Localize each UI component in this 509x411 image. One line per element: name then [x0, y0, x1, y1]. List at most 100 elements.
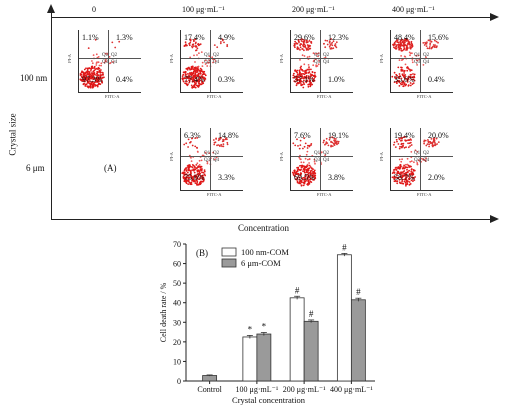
- x-axis-label: Crystal concentration: [232, 395, 306, 405]
- legend-swatch: [221, 247, 237, 257]
- quadrant-horizontal-gate: [181, 58, 243, 59]
- conc-label-400: 400 μg·mL⁻¹: [392, 5, 435, 14]
- quadrant-name-q4: Q4: [213, 60, 220, 65]
- flow-plot: Q1 Q2 Q3 Q4 FITC-A PI-A 19.4% 20.0% 58.7% 2.0%: [379, 128, 453, 197]
- quadrant-percent-q1: 1.1%: [82, 33, 99, 42]
- quadrant-name-q4: Q4: [423, 158, 430, 163]
- quadrant-name-q2: Q2: [323, 53, 330, 58]
- quadrant-name-q2: Q2: [323, 151, 330, 156]
- quadrant-percent-q3: 97.3%: [82, 75, 103, 84]
- conc-label-100: 100 μg·mL⁻¹: [182, 5, 225, 14]
- x-tick-label: Control: [197, 385, 222, 394]
- quadrant-name-q2: Q2: [213, 53, 220, 58]
- quadrant-percent-q4: 3.3%: [218, 173, 235, 182]
- x-axis-arrowhead: [490, 215, 499, 223]
- quadrant-vertical-gate: [420, 128, 421, 190]
- y-tick-label: 0: [177, 377, 181, 386]
- significance-mark: #: [309, 309, 314, 319]
- quadrant-horizontal-gate: [391, 58, 453, 59]
- quadrant-vertical-gate: [320, 30, 321, 92]
- flow-plot: Q1 Q2 Q3 Q4 FITC-A PI-A 1.1% 1.3% 97.3% 0.4%: [67, 30, 141, 99]
- plot-x-axis-label: FITC-A: [417, 94, 432, 99]
- quadrant-name-q2: Q2: [423, 53, 430, 58]
- quadrant-name-q1: Q1: [314, 53, 321, 58]
- quadrant-name-q2: Q2: [213, 151, 220, 156]
- quadrant-percent-q3: 57.1%: [294, 75, 315, 84]
- bar: [256, 333, 272, 382]
- quadrant-name-q3: Q3: [414, 60, 421, 65]
- quadrant-percent-q2: 20.0%: [428, 131, 449, 140]
- legend-label: 100 nm-COM: [241, 247, 289, 257]
- quadrant-percent-q3: 58.7%: [394, 173, 415, 182]
- flow-plot: Q1 Q2 Q3 Q4 FITC-A PI-A 17.4% 4.9% 77.4% 0.3%: [169, 30, 243, 99]
- x-tick-label: 100 μg·mL⁻¹: [236, 385, 279, 394]
- significance-mark: *: [262, 321, 267, 331]
- quadrant-percent-q1: 6.3%: [184, 131, 201, 140]
- quadrant-percent-q4: 1.0%: [328, 75, 345, 84]
- flow-plot: Q1 Q2 Q3 Q4 FITC-A PI-A 7.6% 19.1% 69.5% 3.8%: [279, 128, 353, 197]
- y-tick-label: 10: [173, 357, 181, 366]
- panel-b-label: (B): [196, 248, 208, 258]
- significance-mark: *: [248, 324, 253, 334]
- quadrant-percent-q2: 14.8%: [218, 131, 239, 140]
- quadrant-percent-q4: 3.8%: [328, 173, 345, 182]
- quadrant-horizontal-gate: [79, 58, 141, 59]
- bar: [242, 336, 258, 382]
- top-axis-arrowhead: [490, 13, 499, 21]
- quadrant-name-q3: Q3: [314, 60, 321, 65]
- quadrant-percent-q3: 75.6%: [184, 173, 205, 182]
- bar: [350, 299, 366, 382]
- plot-x-axis-label: FITC-A: [317, 192, 332, 197]
- quadrant-name-q3: Q3: [414, 158, 421, 163]
- top-axis-line: [51, 17, 491, 18]
- quadrant-name-q1: Q1: [414, 53, 421, 58]
- quadrant-name-q1: Q1: [102, 53, 109, 58]
- quadrant-name-q3: Q3: [314, 158, 321, 163]
- quadrant-percent-q1: 29.6%: [294, 33, 315, 42]
- quadrant-percent-q2: 15.6%: [428, 33, 449, 42]
- conc-label-200: 200 μg·mL⁻¹: [292, 5, 335, 14]
- plot-x-axis-label: FITC-A: [207, 94, 222, 99]
- quadrant-percent-q2: 4.9%: [218, 33, 235, 42]
- legend-swatch: [221, 258, 237, 268]
- quadrant-percent-q3: 77.4%: [184, 75, 205, 84]
- significance-mark: #: [342, 242, 347, 252]
- quadrant-percent-q3: 35.6%: [394, 75, 415, 84]
- bar: [289, 297, 305, 382]
- quadrant-name-q3: Q3: [204, 158, 211, 163]
- quadrant-vertical-gate: [320, 128, 321, 190]
- scatter-cloud: [79, 38, 121, 89]
- quadrant-percent-q2: 1.3%: [116, 33, 133, 42]
- legend-label: 6 μm-COM: [241, 258, 281, 268]
- quadrant-percent-q1: 7.6%: [294, 131, 311, 140]
- quadrant-percent-q4: 2.0%: [428, 173, 445, 182]
- scatter-cloud: [391, 136, 440, 187]
- quadrant-name-q1: Q1: [314, 151, 321, 156]
- conc-label-0: 0: [92, 5, 96, 14]
- quadrant-vertical-gate: [420, 30, 421, 92]
- row-label-100nm: 100 nm: [20, 73, 48, 83]
- y-tick-label: 20: [173, 338, 181, 347]
- quadrant-name-q3: Q3: [102, 60, 109, 65]
- quadrant-percent-q4: 0.4%: [116, 75, 133, 84]
- quadrant-percent-q4: 0.3%: [218, 75, 235, 84]
- quadrant-horizontal-gate: [391, 156, 453, 157]
- plot-x-axis-label: FITC-A: [207, 192, 222, 197]
- x-tick-label: 400 μg·mL⁻¹: [330, 385, 373, 394]
- bar: [303, 320, 319, 382]
- x-axis-line: [51, 219, 491, 220]
- scatter-cloud: [181, 136, 229, 186]
- scatter-cloud: [181, 38, 229, 89]
- quadrant-percent-q1: 17.4%: [184, 33, 205, 42]
- quadrant-percent-q2: 19.1%: [328, 131, 349, 140]
- scatter-cloud: [291, 136, 340, 187]
- quadrant-name-q1: Q1: [204, 151, 211, 156]
- quadrant-percent-q3: 69.5%: [294, 173, 315, 182]
- significance-mark: #: [356, 287, 361, 297]
- flow-plot: Q1 Q2 Q3 Q4 FITC-A PI-A 6.3% 14.8% 75.6% 3.3%: [169, 128, 243, 197]
- quadrant-vertical-gate: [210, 128, 211, 190]
- quadrant-vertical-gate: [108, 30, 109, 92]
- x-axis-title: Concentration: [238, 223, 289, 233]
- bar: [336, 254, 352, 382]
- quadrant-horizontal-gate: [291, 58, 353, 59]
